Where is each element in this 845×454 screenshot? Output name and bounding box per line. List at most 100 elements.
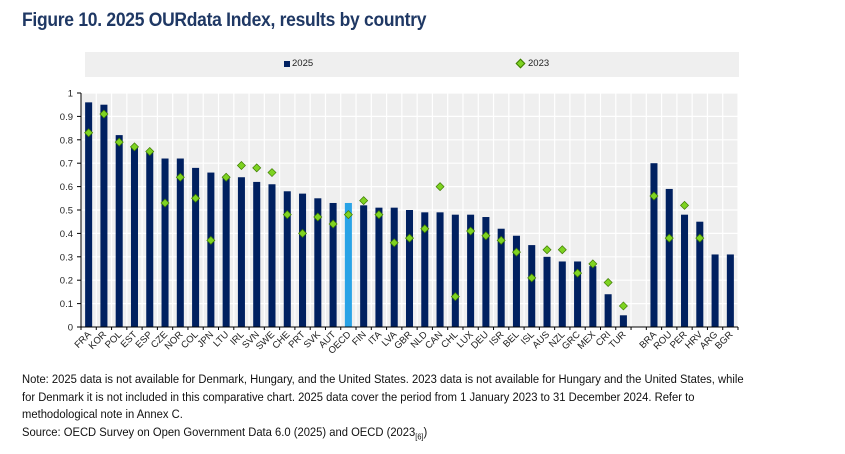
bar-2025-aut — [329, 202, 337, 327]
bar-2025-rou — [665, 188, 673, 327]
marker-2023-rou — [664, 233, 674, 243]
marker-2023-per — [680, 200, 690, 210]
figure-title: Figure 10. 2025 OURdata Index, results b… — [22, 10, 427, 31]
marker-2023-esp — [145, 147, 155, 156]
y-tick-label: 0.8 — [60, 135, 73, 146]
marker-2023-tur — [618, 301, 628, 311]
legend-item-2025: 2025 — [284, 58, 313, 69]
marker-2023-che — [282, 210, 292, 220]
marker-2023-can — [435, 182, 445, 192]
bar-2025-ltu — [222, 177, 230, 327]
bar-2025-can — [436, 212, 444, 327]
bar-2025-jpn — [207, 172, 215, 327]
bar-2025-pol — [115, 135, 123, 327]
marker-2023-lux — [466, 226, 476, 236]
marker-2023-aus — [542, 245, 552, 255]
bar-2025-est — [130, 146, 138, 327]
marker-2023-prt — [298, 228, 308, 238]
x-axis-ticks: FRAKORPOLESTESPCZENORCOLJPNLTUIRLSVNSWEC… — [73, 327, 739, 357]
bar-2025-che — [283, 191, 291, 327]
bar-2025-lva — [390, 207, 398, 327]
note-text: Note: 2025 data is not available for Den… — [22, 372, 744, 421]
marker-2023-est — [129, 142, 139, 152]
marker-2023-ita — [374, 210, 384, 220]
bar-2025-svk — [314, 198, 322, 327]
legend-label-2023: 2023 — [528, 58, 550, 69]
bar-2025-cze — [161, 158, 169, 327]
bar-2025-lux — [467, 214, 475, 327]
y-tick-label: 0.4 — [60, 229, 73, 240]
bar-2025-gbr — [405, 210, 414, 327]
bar-2025-fin — [360, 205, 368, 327]
marker-2023-bra — [649, 191, 659, 201]
source-reference: [6] — [415, 431, 424, 441]
marker-2023-bel — [511, 247, 521, 257]
marker-2023-gbr — [405, 233, 414, 243]
marker-2023-hrv — [695, 233, 705, 243]
y-tick-label: 0.1 — [60, 299, 73, 310]
bar-2025-swe — [268, 184, 276, 327]
bar-2025-deu — [482, 217, 490, 327]
marker-2023-col — [191, 193, 201, 203]
figure-notes: Note: 2025 data is not available for Den… — [22, 371, 758, 445]
bar-2025-oecd — [344, 202, 352, 327]
bar-2025-arg — [711, 254, 719, 327]
y-tick-label: 1 — [68, 89, 73, 100]
marker-2023-isl — [527, 273, 537, 283]
marker-2023-deu — [481, 231, 491, 241]
bar-2025-isl — [528, 245, 536, 327]
bar-2025-irl — [237, 177, 245, 327]
markers-2023 — [84, 109, 705, 311]
bar-2025-aus — [543, 256, 551, 327]
bar-2025-col — [192, 167, 200, 327]
y-tick-label: 0.9 — [60, 112, 73, 123]
marker-2023-pol — [114, 137, 124, 147]
bar-2025-nzl — [558, 261, 566, 327]
bar-2025-nor — [176, 158, 184, 327]
x-tick-label-bgr: BGR — [713, 329, 735, 351]
bar-2025-chl — [451, 214, 459, 327]
bar-2025-per — [681, 214, 689, 327]
marker-2023-cze — [160, 198, 170, 208]
bar-2025-nld — [421, 212, 429, 327]
marker-2023-swe — [267, 168, 277, 178]
y-tick-label: 0.5 — [60, 206, 73, 217]
bar-2025-mex — [589, 266, 597, 327]
bars-2025 — [85, 102, 734, 327]
marker-2023-isr — [496, 235, 506, 245]
bar-2025-prt — [299, 193, 307, 327]
marker-2023-svk — [313, 212, 323, 222]
chart-legend: 2025 2023 — [85, 52, 739, 77]
legend-diamond-swatch-icon — [515, 58, 526, 69]
source-text: Source: OECD Survey on Open Government D… — [22, 424, 758, 446]
y-tick-label: 0.2 — [60, 276, 73, 287]
x-tick-label-tur: TUR — [607, 329, 629, 351]
y-tick-label: 0.6 — [60, 182, 73, 193]
bar-2025-ita — [375, 207, 383, 327]
marker-2023-fra — [84, 128, 94, 138]
bar-2025-isr — [497, 228, 505, 327]
bar-chart: 0 0.1 0.2 0.3 0.4 0.5 0.6 0.7 0.8 0.9 1 FRAKORPOLE… — [60, 89, 739, 357]
marker-2023-nld — [420, 224, 430, 234]
legend-label-2025: 2025 — [292, 58, 314, 69]
bar-2025-kor — [100, 104, 108, 327]
marker-2023-grc — [573, 268, 583, 278]
marker-2023-nzl — [557, 245, 567, 255]
marker-2023-ltu — [221, 172, 231, 182]
marker-2023-mex — [588, 259, 598, 269]
bar-2025-bgr — [726, 254, 734, 327]
marker-2023-lva — [389, 238, 399, 248]
marker-2023-irl — [236, 161, 246, 171]
bar-2025-hrv — [696, 221, 704, 327]
source-close: ) — [423, 424, 428, 439]
y-tick-label: 0.7 — [60, 159, 73, 170]
marker-2023-svn — [252, 163, 262, 173]
legend-bar-swatch-icon — [284, 60, 290, 67]
marker-2023-aut — [328, 219, 338, 229]
marker-2023-oecd — [343, 210, 353, 220]
bar-2025-bra — [650, 163, 658, 327]
legend-item-2023: 2023 — [515, 58, 550, 69]
y-axis-ticks: 0 0.1 0.2 0.3 0.4 0.5 0.6 0.7 0.8 0.9 1 — [60, 89, 81, 334]
bar-2025-grc — [574, 261, 582, 327]
bar-2025-fra — [85, 102, 93, 327]
